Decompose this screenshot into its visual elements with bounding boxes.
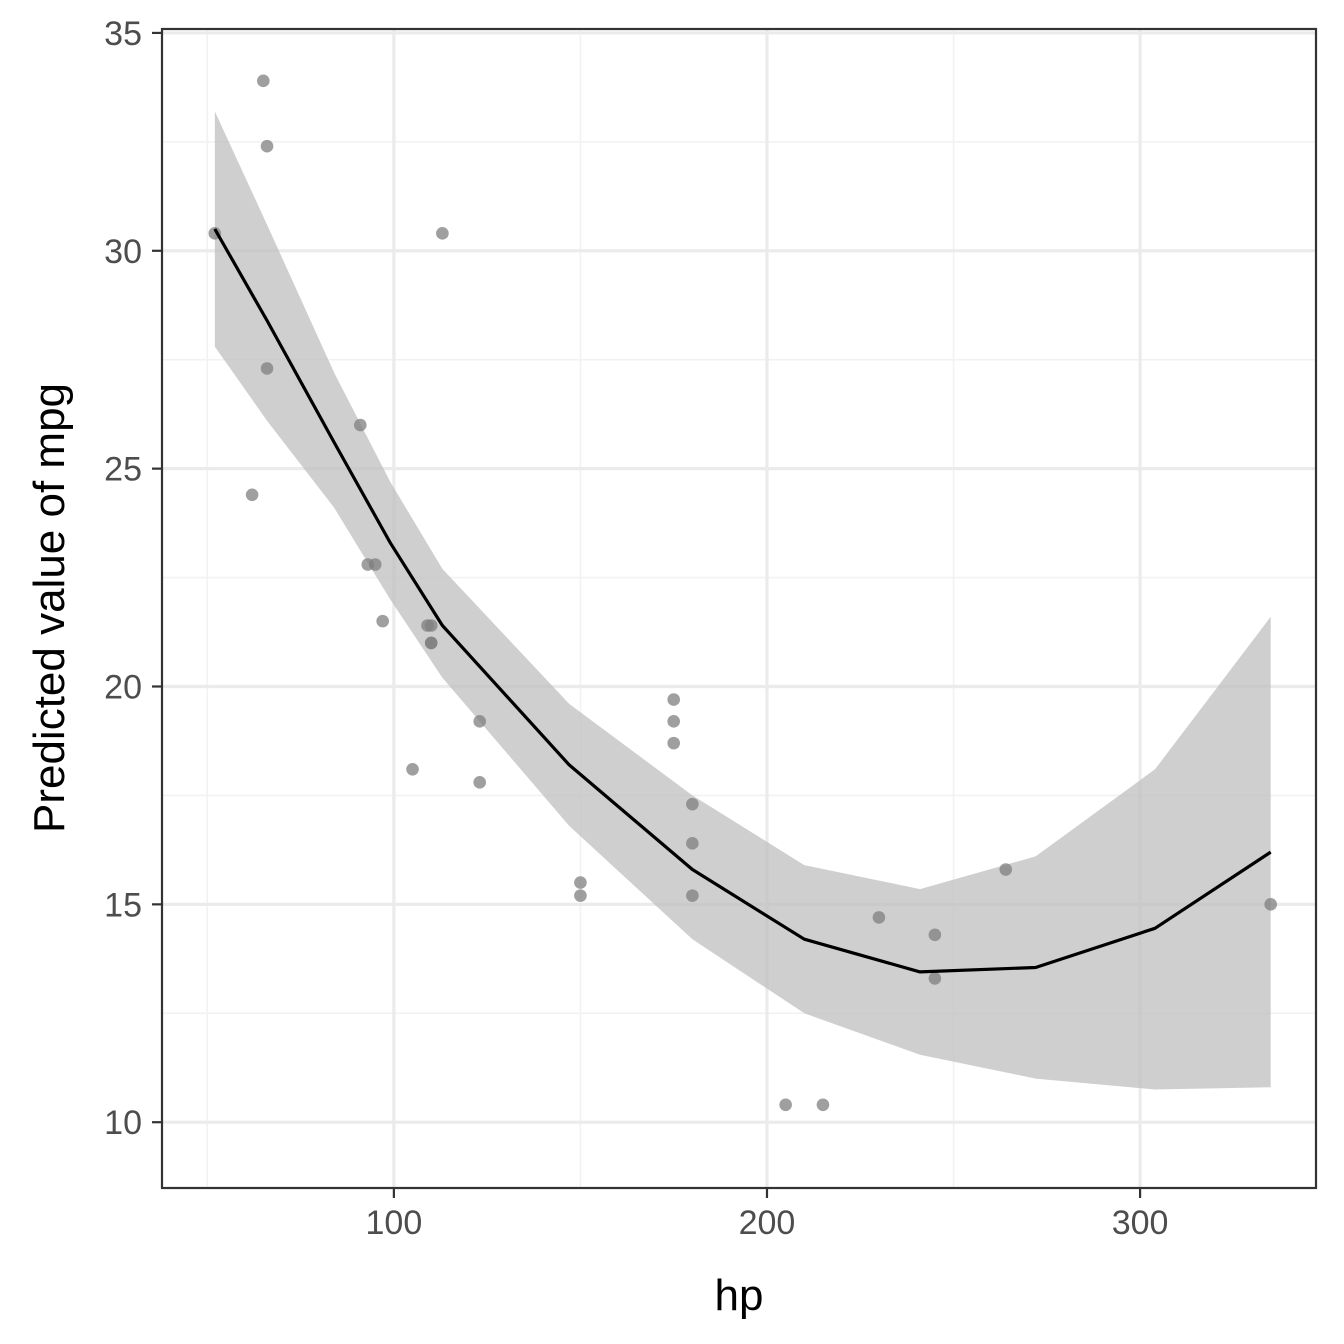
data-point (376, 614, 389, 628)
y-tick-label: 15 (104, 886, 142, 924)
data-point (260, 362, 274, 375)
data-point (779, 1098, 792, 1112)
x-axis-title: hp (715, 1271, 764, 1320)
data-point (686, 837, 699, 850)
data-point (816, 1098, 830, 1112)
y-tick-label: 10 (104, 1104, 142, 1142)
data-point (686, 889, 699, 902)
data-point (667, 693, 681, 706)
data-point (424, 636, 438, 650)
data-point (928, 928, 942, 942)
data-point (424, 619, 438, 632)
x-tick-label: 100 (366, 1204, 423, 1242)
data-point (872, 911, 886, 924)
x-axis: 100 200 300 (366, 1188, 1169, 1242)
data-point (999, 863, 1013, 876)
prediction-line-layer (213, 228, 1272, 974)
data-point (473, 715, 486, 728)
data-point (667, 736, 681, 750)
prediction-line (213, 228, 1272, 974)
minor-gridlines (162, 29, 1316, 1188)
data-point (574, 876, 587, 889)
data-point (260, 139, 274, 153)
y-tick-label: 25 (104, 451, 142, 489)
data-point (667, 715, 681, 728)
y-axis-title: Predicted value of mpg (25, 383, 74, 833)
y-tick-label: 35 (104, 15, 142, 53)
x-tick-label: 300 (1112, 1204, 1169, 1242)
data-point (436, 227, 449, 240)
x-tick-label: 200 (739, 1204, 796, 1242)
data-point (473, 776, 486, 789)
panel-border (160, 27, 1318, 1190)
data-points-layer (208, 74, 1277, 1112)
data-point (928, 972, 942, 985)
y-tick-label: 20 (104, 668, 142, 706)
data-point (256, 74, 270, 88)
data-point (368, 558, 382, 571)
data-point (245, 488, 259, 502)
data-point (574, 889, 587, 902)
y-tick-label: 30 (104, 233, 142, 271)
data-point (1264, 898, 1277, 911)
y-axis: 10 15 20 25 30 35 (104, 15, 162, 1142)
data-point (406, 762, 419, 776)
data-point (686, 797, 699, 811)
data-point (354, 418, 367, 432)
